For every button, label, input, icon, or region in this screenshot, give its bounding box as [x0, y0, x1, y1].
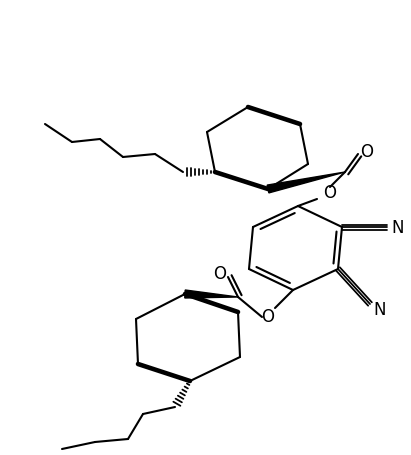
Text: O: O: [213, 264, 226, 283]
Text: N: N: [391, 218, 404, 237]
Text: N: N: [373, 300, 386, 318]
Text: O: O: [261, 307, 275, 325]
Text: O: O: [323, 184, 337, 202]
Polygon shape: [185, 290, 238, 298]
Text: O: O: [360, 143, 374, 161]
Polygon shape: [267, 172, 345, 193]
